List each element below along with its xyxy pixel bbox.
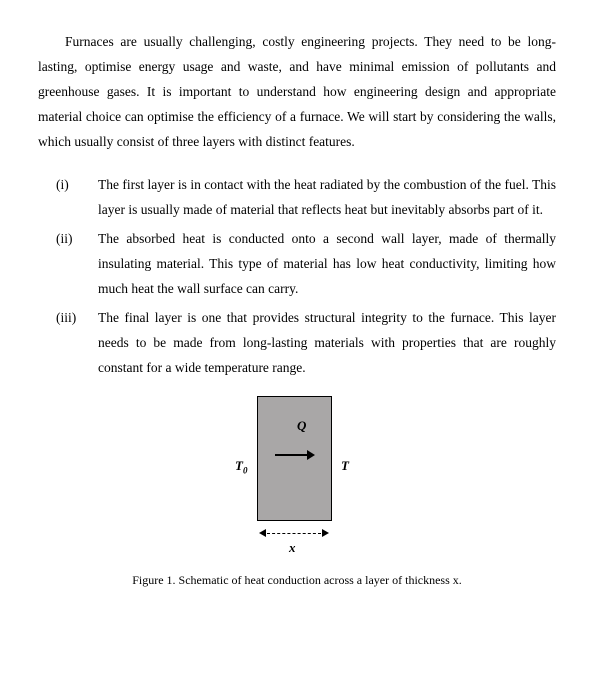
figure-container: Q T0 T x Figure 1. Schematic of heat con… bbox=[38, 396, 556, 591]
list-marker-ii: (ii) bbox=[56, 227, 98, 302]
t0-main: T bbox=[235, 458, 243, 473]
t0-subscript: 0 bbox=[243, 465, 248, 475]
wall-rectangle bbox=[257, 396, 332, 521]
x-label: x bbox=[289, 536, 296, 560]
heat-flow-arrow bbox=[275, 454, 313, 456]
layer-list: (i) The first layer is in contact with t… bbox=[56, 173, 556, 381]
figure-caption: Figure 1. Schematic of heat conduction a… bbox=[132, 569, 462, 591]
list-text-iii: The final layer is one that provides str… bbox=[98, 306, 556, 381]
t-label: T bbox=[341, 454, 349, 478]
list-item: (ii) The absorbed heat is conducted onto… bbox=[56, 227, 556, 302]
intro-paragraph: Furnaces are usually challenging, costly… bbox=[38, 30, 556, 155]
q-label: Q bbox=[297, 414, 306, 438]
list-text-ii: The absorbed heat is conducted onto a se… bbox=[98, 227, 556, 302]
t0-label: T0 bbox=[235, 454, 247, 479]
heat-conduction-diagram: Q T0 T x bbox=[217, 396, 377, 551]
list-text-i: The first layer is in contact with the h… bbox=[98, 173, 556, 223]
list-marker-iii: (iii) bbox=[56, 306, 98, 381]
arrow-head-right bbox=[322, 529, 329, 537]
list-item: (iii) The final layer is one that provid… bbox=[56, 306, 556, 381]
list-marker-i: (i) bbox=[56, 173, 98, 223]
list-item: (i) The first layer is in contact with t… bbox=[56, 173, 556, 223]
arrow-head-left bbox=[259, 529, 266, 537]
dashed-line bbox=[267, 533, 321, 534]
